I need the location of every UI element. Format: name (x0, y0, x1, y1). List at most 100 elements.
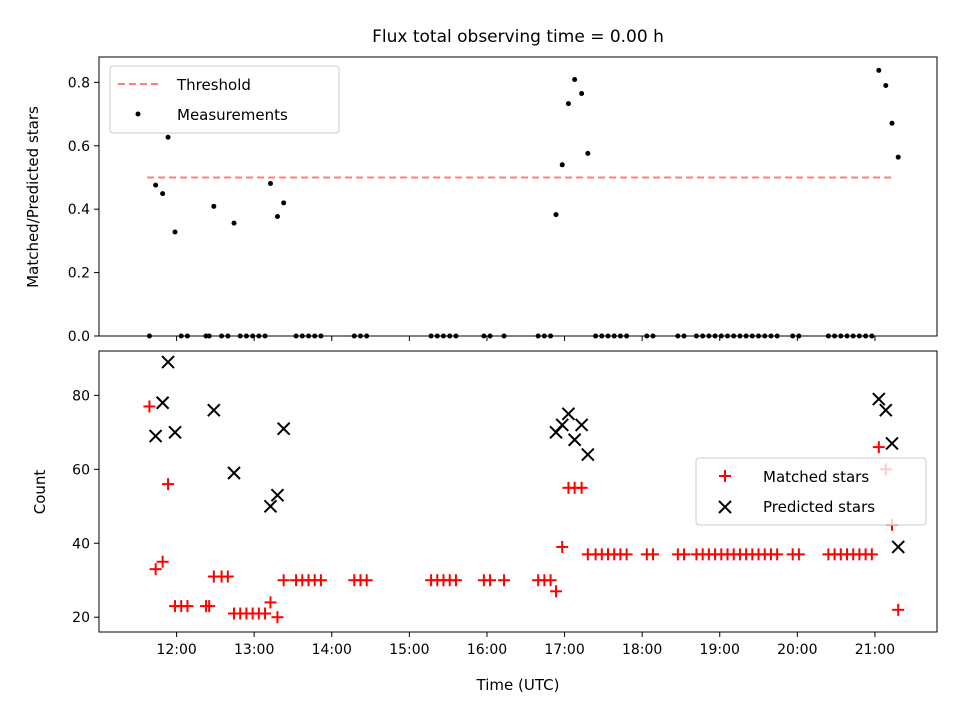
bottom-y-tick-label: 60 (72, 462, 90, 478)
top-y-tick-label: 0.4 (68, 202, 90, 218)
matched-star-point (647, 548, 660, 561)
x-tick-label: 14:00 (312, 642, 352, 658)
measurement-point (281, 200, 287, 206)
x-tick-label: 20:00 (777, 642, 817, 658)
matched-star-point (484, 574, 497, 587)
bottom-y-axis-label: Count (31, 470, 49, 515)
matched-star-point (271, 611, 284, 624)
matched-star-point (620, 548, 633, 561)
measurement-point (153, 182, 159, 188)
x-axis-label: Time (UTC) (476, 676, 560, 694)
predicted-star-point (561, 407, 576, 421)
measurement-point (559, 162, 565, 168)
bottom-x-axis: 12:00 13:00 14:00 15:00 16:00 17:00 18:00 19:00… (156, 632, 895, 658)
x-tick-label: 19:00 (700, 642, 740, 658)
x-tick-label: 16:00 (467, 642, 507, 658)
legend-predicted-label: Predicted stars (763, 498, 875, 516)
top-y-axis: 0.0 0.2 0.4 0.6 0.8 (68, 75, 99, 345)
measurement-point (274, 213, 280, 219)
predicted-star-point (567, 433, 582, 447)
matched-star-point (264, 596, 277, 609)
bottom-legend: Matched stars Predicted stars (695, 457, 927, 526)
top-legend: Threshold Measurements (109, 65, 340, 134)
matched-star-point (277, 574, 290, 587)
measurement-point (889, 120, 895, 126)
measurement-point (579, 90, 585, 96)
predicted-star-point (885, 436, 899, 451)
legend-measurements-swatch (135, 111, 141, 117)
predicted-star-point (879, 403, 893, 417)
matched-star-point (221, 570, 234, 583)
matched-star-point (314, 574, 327, 587)
top-plot-frame (98, 56, 938, 337)
bottom-y-axis: 20 40 60 80 (72, 388, 99, 626)
top-y-tick-label: 0.8 (68, 75, 90, 91)
predicted-star-point (574, 418, 589, 432)
predicted-star-point (891, 540, 905, 554)
matched-star-point (550, 585, 563, 598)
matched-star-point (259, 607, 272, 620)
matched-star-point (556, 540, 569, 553)
predicted-star-point (270, 488, 285, 502)
bottom-y-tick-label: 80 (72, 388, 90, 404)
predicted-star-point (161, 355, 175, 369)
legend-matched-swatch (719, 470, 731, 482)
x-tick-label: 17:00 (544, 642, 584, 658)
measurement-point (160, 191, 166, 197)
matched-star-point (498, 574, 511, 587)
measurement-point (876, 67, 882, 73)
matched-star-point (865, 548, 878, 561)
x-tick-label: 15:00 (389, 642, 429, 658)
predicted-star-point (581, 447, 595, 462)
matched-star-point (360, 574, 373, 587)
matched-star-point (162, 478, 175, 491)
x-tick-label: 13:00 (234, 642, 274, 658)
top-panel: 0.00.20.40.60.8 Matched/Predicted stars … (24, 56, 938, 345)
measurement-point (267, 181, 273, 187)
matched-star-point (203, 600, 216, 613)
legend-measurements-label: Measurements (177, 106, 288, 124)
matched-star-point (678, 548, 691, 561)
x-tick-label: 21:00 (855, 642, 895, 658)
matched-star-point (575, 481, 588, 494)
matched-star-point (872, 441, 885, 454)
predicted-star-point (148, 429, 163, 443)
predicted-star-point (227, 466, 241, 480)
measurement-point (172, 229, 178, 235)
matched-star-point (449, 574, 462, 587)
bottom-y-tick-label: 40 (72, 536, 90, 552)
measurement-point (883, 83, 889, 89)
predicted-star-point (263, 499, 278, 513)
top-y-tick-label: 0.0 (68, 329, 90, 345)
matched-star-point (156, 555, 169, 568)
predicted-star-point (207, 403, 221, 417)
legend-predicted-swatch (718, 500, 732, 514)
measurement-point (585, 150, 591, 156)
top-y-tick-label: 0.6 (68, 139, 90, 155)
top-y-axis-label: Matched/Predicted stars (24, 106, 42, 288)
matched-star-point (892, 603, 905, 616)
x-tick-label: 18:00 (622, 642, 662, 658)
bottom-y-tick-label: 20 (72, 610, 90, 626)
measurement-point (895, 154, 901, 160)
legend-threshold-label: Threshold (176, 76, 251, 94)
measurement-point (565, 101, 571, 107)
matched-star-point (149, 563, 162, 576)
top-x-ticks (176, 336, 876, 341)
predicted-star-point (276, 421, 291, 436)
matched-star-point (792, 548, 805, 561)
top-chart-title: Flux total observing time = 0.00 h (372, 27, 664, 47)
matched-star-point (771, 548, 784, 561)
matched-star-point (544, 574, 557, 587)
measurement-point (553, 212, 559, 218)
matched-star-point (181, 600, 194, 613)
predicted-star-point (155, 396, 170, 410)
predicted-star-point (872, 392, 886, 406)
measurement-point (231, 220, 237, 226)
measurement-point (165, 134, 171, 140)
x-tick-label: 12:00 (156, 642, 196, 658)
matched-star-point (143, 400, 156, 413)
legend-matched-label: Matched stars (763, 468, 869, 486)
